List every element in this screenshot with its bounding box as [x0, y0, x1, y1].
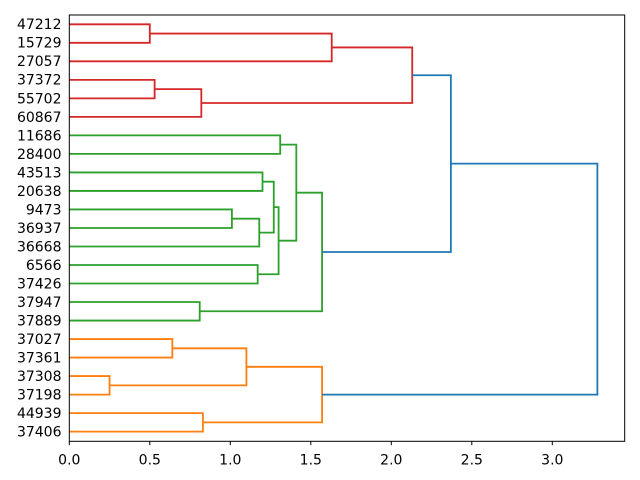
dendrogram-links: [69, 23, 599, 433]
leaf-label: 36668: [17, 239, 62, 255]
leaf-label: 6566: [26, 258, 62, 274]
leaf-label: 37361: [17, 350, 62, 366]
leaf-label: 37426: [17, 276, 62, 292]
x-tick-label: 0.0: [58, 453, 80, 469]
leaf-label: 15729: [17, 36, 62, 52]
leaf-label: 20638: [17, 184, 62, 200]
dendrogram-link: [322, 162, 599, 396]
leaf-label: 37372: [17, 73, 62, 89]
leaf-label: 27057: [17, 54, 62, 70]
leaf-label: 9473: [26, 202, 62, 218]
leaf-label: 37198: [17, 388, 62, 404]
leaf-label: 37947: [17, 295, 62, 311]
leaf-label: 37027: [17, 332, 62, 348]
x-tick-label: 2.0: [380, 453, 402, 469]
x-tick-label: 1.0: [219, 453, 241, 469]
x-axis: 0.0 0.5 1.0 1.5 2.0 2.5 3.0: [58, 441, 563, 469]
leaf-label: 36937: [17, 221, 62, 237]
leaf-label: 28400: [17, 147, 62, 163]
leaf-label: 60867: [17, 110, 62, 126]
leaf-label: 37889: [17, 313, 62, 329]
leaf-labels: 47212 15729 27057 37372 55702 60867 11686 28400…: [17, 17, 62, 440]
leaf-label: 11686: [17, 128, 62, 144]
leaf-label: 55702: [17, 91, 62, 107]
leaf-label: 37308: [17, 369, 62, 385]
plot-frame: [68, 14, 626, 442]
leaf-label: 37406: [17, 425, 62, 441]
x-tick-label: 1.5: [300, 453, 322, 469]
x-tick-label: 3.0: [541, 453, 563, 469]
leaf-label: 43513: [17, 165, 62, 181]
leaf-label: 44939: [17, 406, 62, 422]
x-tick-label: 2.5: [461, 453, 483, 469]
leaf-label: 47212: [17, 17, 62, 33]
x-tick-label: 0.5: [139, 453, 161, 469]
